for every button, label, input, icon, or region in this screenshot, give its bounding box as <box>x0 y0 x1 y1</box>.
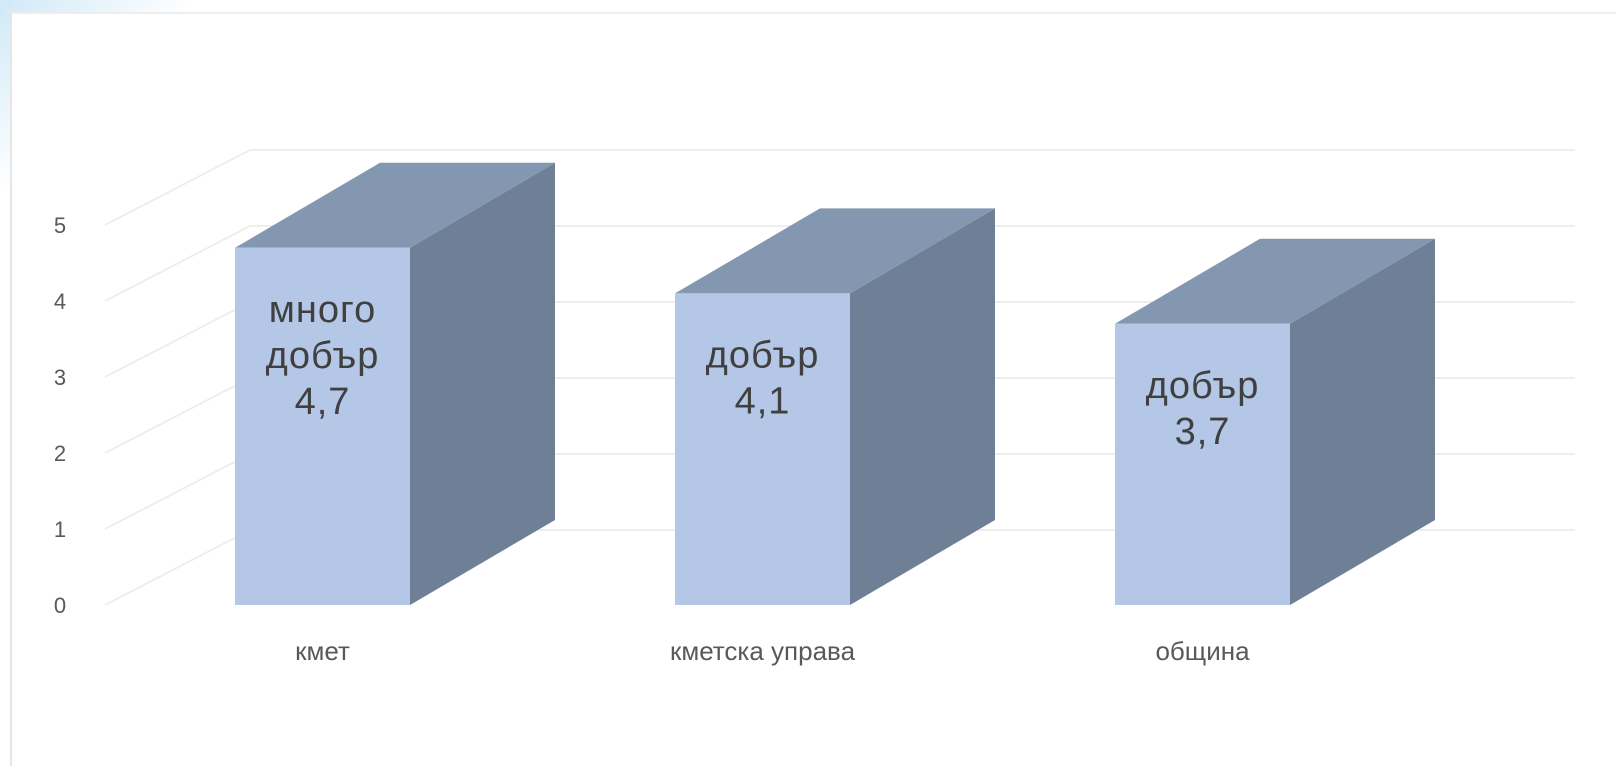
bar-side-1 <box>410 162 555 606</box>
category-label-1: кмет <box>295 636 350 666</box>
bar-top-1 <box>235 162 555 248</box>
y-tick-label-0: 0 <box>54 593 66 618</box>
y-tick-label-2: 2 <box>54 441 66 466</box>
y-tick-label-1: 1 <box>54 517 66 542</box>
bar-front-2 <box>675 293 850 605</box>
grid-line-side-4 <box>104 225 251 302</box>
bar-1: много добър 4,7 <box>235 162 555 606</box>
data-label-3: добър 3,7 <box>1146 365 1260 453</box>
x-axis: кмет кметска управа община <box>295 636 1250 666</box>
y-tick-label-5: 5 <box>54 213 66 238</box>
bar-2: добър 4,1 <box>675 208 995 605</box>
bar-top-2 <box>675 208 995 294</box>
data-label-2: добър 4,1 <box>706 334 820 422</box>
data-label-1: много добър 4,7 <box>266 289 380 423</box>
category-label-3: община <box>1155 636 1250 666</box>
data-label-line: добър <box>266 335 380 377</box>
data-label-line: много <box>269 289 376 331</box>
y-axis: 0 1 2 3 4 5 <box>54 213 66 618</box>
y-tick-label-4: 4 <box>54 289 66 314</box>
data-label-line: 4,1 <box>735 380 791 422</box>
bar-side-3 <box>1290 238 1435 606</box>
category-label-2: кметска управа <box>670 636 856 666</box>
data-label-line: добър <box>1146 365 1260 407</box>
bar-top-3 <box>1115 238 1435 324</box>
bar-front-1 <box>235 247 410 606</box>
bar-front-3 <box>1115 323 1290 605</box>
grid-line-side-0 <box>104 529 251 606</box>
y-tick-label-3: 3 <box>54 365 66 390</box>
bar-3: добър 3,7 <box>1115 238 1435 606</box>
grid-line-side-3 <box>104 301 251 378</box>
grid-line-side-1 <box>104 453 251 530</box>
grid-line-side-5 <box>104 149 251 226</box>
grid-line-side-2 <box>104 377 251 454</box>
data-label-line: 3,7 <box>1175 411 1231 453</box>
bar-side-2 <box>850 208 995 605</box>
data-label-line: 4,7 <box>295 381 351 423</box>
data-label-line: добър <box>706 334 820 376</box>
